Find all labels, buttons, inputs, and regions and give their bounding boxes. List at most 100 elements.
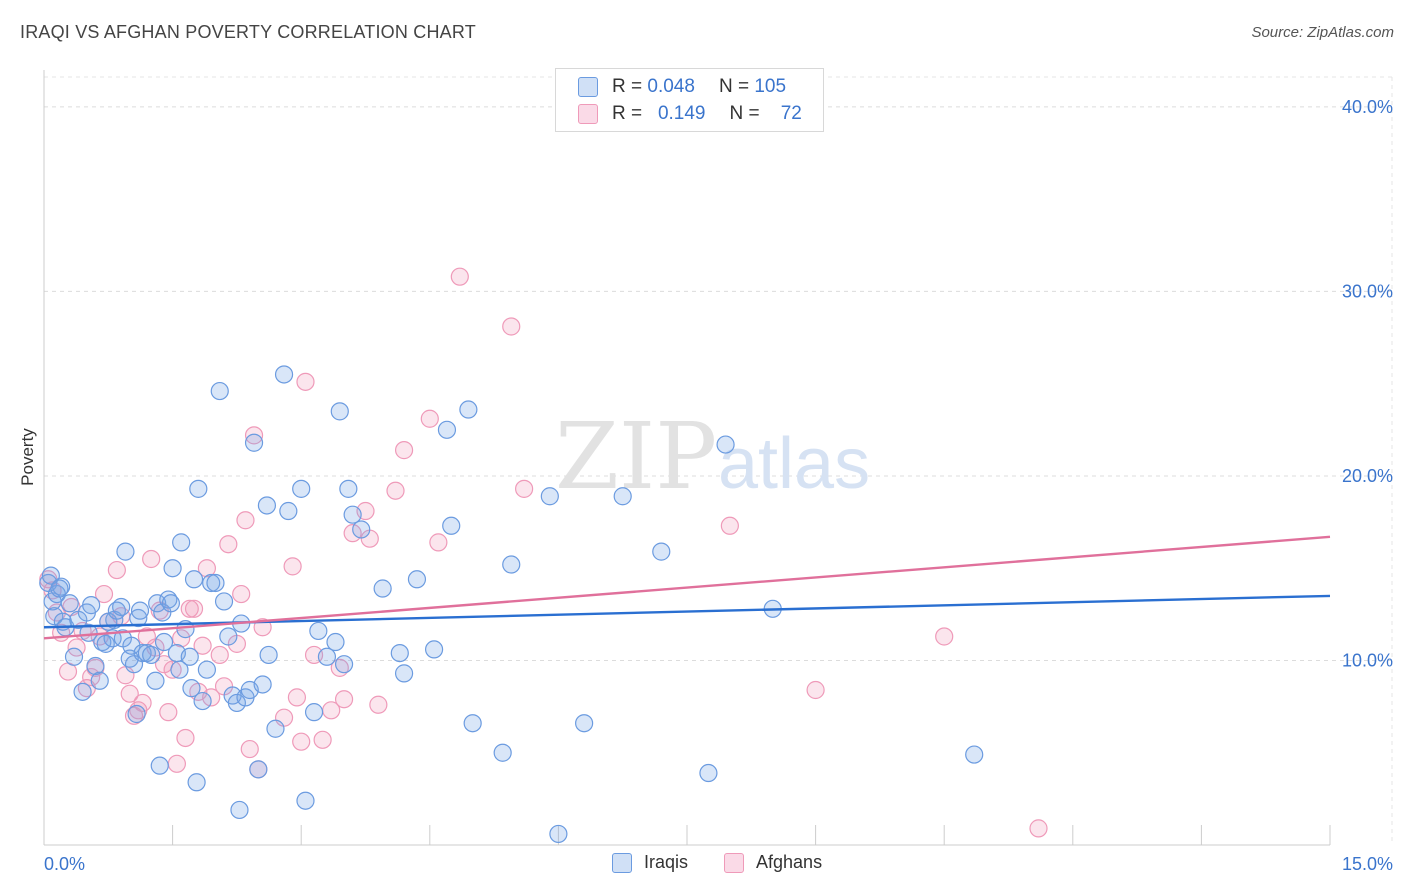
iraqi-point	[161, 594, 180, 613]
afghan-point	[133, 693, 152, 713]
afghan-point	[172, 629, 191, 648]
afghan-point	[296, 372, 315, 391]
iraqi-point	[253, 675, 272, 694]
iraqi-point	[317, 647, 337, 666]
legend-iraqi-swatch	[612, 852, 632, 873]
afghan-n-label: N =	[729, 103, 760, 124]
iraqi-point	[334, 655, 354, 674]
iraqi-point	[112, 597, 131, 617]
iraqi-point	[146, 671, 165, 690]
iraqi-point	[150, 756, 169, 775]
afghan-point	[120, 684, 139, 703]
x-tick-label-max: 15.0%	[1342, 854, 1393, 874]
afghan-point	[287, 688, 307, 707]
iraqi-point	[244, 433, 264, 452]
source-label: Source: ZipAtlas.com	[1251, 24, 1394, 41]
iraqi-point	[463, 714, 482, 733]
afghan-point	[107, 560, 126, 580]
iraqi-point	[716, 435, 735, 454]
iraqi-point	[652, 542, 671, 561]
iraqi-point	[304, 703, 324, 722]
iraqi-point	[575, 714, 594, 733]
bottom-legend: Iraqis Afghans	[612, 852, 858, 873]
iraqi-point	[339, 479, 358, 498]
iraqi-point	[352, 520, 371, 539]
afghan-point	[429, 533, 448, 552]
iraqi-point	[142, 645, 161, 665]
iraqi-point	[130, 601, 150, 620]
iraqi-point	[266, 719, 285, 738]
axes	[43, 70, 1331, 846]
tick-labels: 10.0% 20.0% 30.0% 40.0% 0.0% 15.0%	[44, 97, 1393, 874]
iraqi-point	[122, 636, 141, 655]
iraqi-point	[206, 573, 225, 593]
iraqi-point	[549, 824, 568, 844]
iraqi-point	[82, 596, 101, 615]
afghan-point	[219, 535, 238, 554]
watermark-atlas: atlas	[718, 424, 870, 504]
legend-afghan-label: Afghans	[756, 852, 823, 872]
afghan-point	[369, 695, 388, 714]
afghan-points	[39, 267, 1048, 838]
afghan-point	[180, 599, 199, 618]
iraqi-point	[129, 608, 148, 628]
afghan-point	[197, 559, 216, 578]
iraqi-point	[296, 791, 315, 810]
stats-row-iraqis: R = 0.048 N = 105	[578, 74, 786, 100]
iraqi-swatch	[578, 77, 598, 97]
legend-item-iraqis[interactable]: Iraqis	[612, 852, 688, 873]
legend-item-afghans[interactable]: Afghans	[724, 852, 822, 873]
y-tick-label: 40.0%	[1342, 97, 1393, 117]
iraqi-point	[442, 516, 461, 535]
iraqi-point	[170, 660, 189, 679]
y-tick-label: 30.0%	[1342, 281, 1393, 301]
afghan-point	[420, 409, 439, 428]
iraqi-point	[279, 501, 298, 521]
iraqi-point	[424, 640, 444, 659]
afghan-point	[283, 557, 302, 576]
afghan-swatch	[578, 104, 598, 124]
afghan-point	[313, 730, 332, 749]
iraqi-point	[326, 632, 345, 652]
iraqi-point	[330, 402, 349, 421]
iraqi-point	[154, 632, 174, 652]
legend-afghan-swatch	[724, 852, 745, 873]
iraqi-point	[163, 559, 182, 578]
iraqi-point	[41, 566, 60, 585]
afghan-point	[94, 584, 114, 604]
grid	[44, 76, 1393, 845]
iraqi-point	[180, 647, 199, 666]
iraqi-point	[394, 664, 414, 683]
iraqi-point	[274, 365, 294, 384]
iraqi-point	[187, 773, 206, 792]
iraqi-point	[259, 645, 278, 665]
iraqi-point	[230, 800, 249, 820]
iraqi-point	[214, 592, 234, 611]
iraqi-point	[86, 656, 105, 676]
iraqi-n-value: 105	[754, 76, 787, 97]
afghan-r-label: R =	[612, 103, 643, 124]
afghan-n-value: 72	[780, 103, 802, 124]
iraqi-point	[390, 643, 409, 663]
afghan-point	[240, 739, 259, 759]
afghan-point	[720, 516, 739, 535]
afghan-point	[142, 549, 161, 569]
afghan-point	[163, 660, 182, 679]
afghan-point	[935, 627, 954, 646]
iraqi-point	[437, 420, 457, 439]
afghan-point	[167, 754, 186, 773]
iraqi-point	[613, 487, 632, 506]
iraqi-point	[148, 594, 167, 613]
afghan-trend-line	[43, 535, 1331, 640]
iraqi-point	[79, 623, 98, 642]
watermark-zip: ZIP	[555, 403, 717, 510]
iraqi-point	[502, 555, 521, 574]
iraqi-r-label: R =	[612, 76, 643, 97]
stats-legend: R = 0.048 N = 105 R = 0.149 N = 72	[555, 68, 824, 132]
iraqi-point	[184, 570, 204, 589]
afghan-point	[502, 317, 521, 336]
iraqi-point	[202, 573, 221, 593]
iraqi-point	[116, 542, 135, 561]
iraqi-point	[540, 487, 559, 506]
